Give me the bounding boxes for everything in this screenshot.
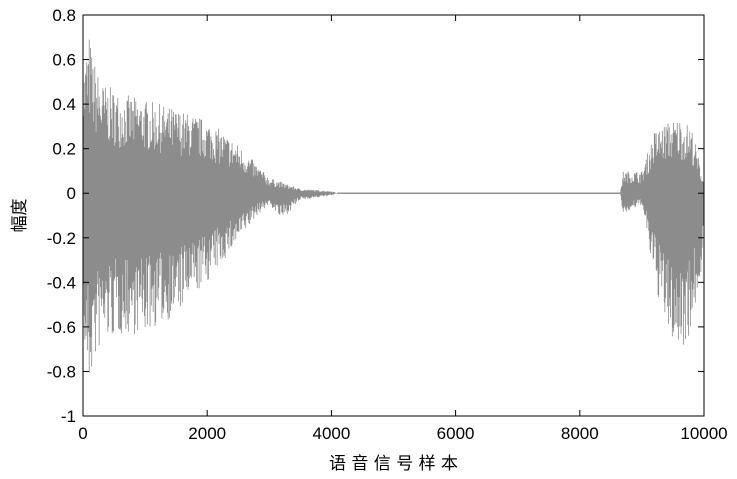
y-tick-label: 0.4 bbox=[52, 95, 76, 114]
y-tick-label: -1 bbox=[61, 407, 76, 426]
y-tick-label: 0.6 bbox=[52, 51, 76, 70]
x-axis-label: 语 音 信 号 样 本 bbox=[329, 454, 458, 474]
y-tick-label: 0 bbox=[67, 184, 76, 203]
y-tick-label: 0.8 bbox=[52, 6, 76, 25]
x-tick-label: 0 bbox=[78, 424, 87, 443]
y-tick-labels: 0.8 0.6 0.4 0.2 0 -0.2 -0.4 -0.6 -0.8 -1 bbox=[47, 6, 76, 426]
y-tick-label: -0.6 bbox=[47, 318, 76, 337]
y-tick-label: -0.8 bbox=[47, 362, 76, 381]
y-tick-label: -0.2 bbox=[47, 229, 76, 248]
y-tick-label: 0.2 bbox=[52, 140, 76, 159]
waveform-line bbox=[83, 40, 704, 373]
x-tick-label: 4000 bbox=[312, 424, 350, 443]
x-tick-label: 8000 bbox=[561, 424, 599, 443]
x-tick-label: 6000 bbox=[437, 424, 475, 443]
y-tick-label: -0.4 bbox=[47, 273, 76, 292]
x-tick-label: 10000 bbox=[680, 424, 727, 443]
x-tick-labels: 0 2000 4000 6000 8000 10000 bbox=[78, 424, 727, 443]
waveform-series bbox=[83, 40, 704, 373]
x-tick-label: 2000 bbox=[188, 424, 226, 443]
y-axis-label: 幅度 bbox=[10, 199, 30, 233]
